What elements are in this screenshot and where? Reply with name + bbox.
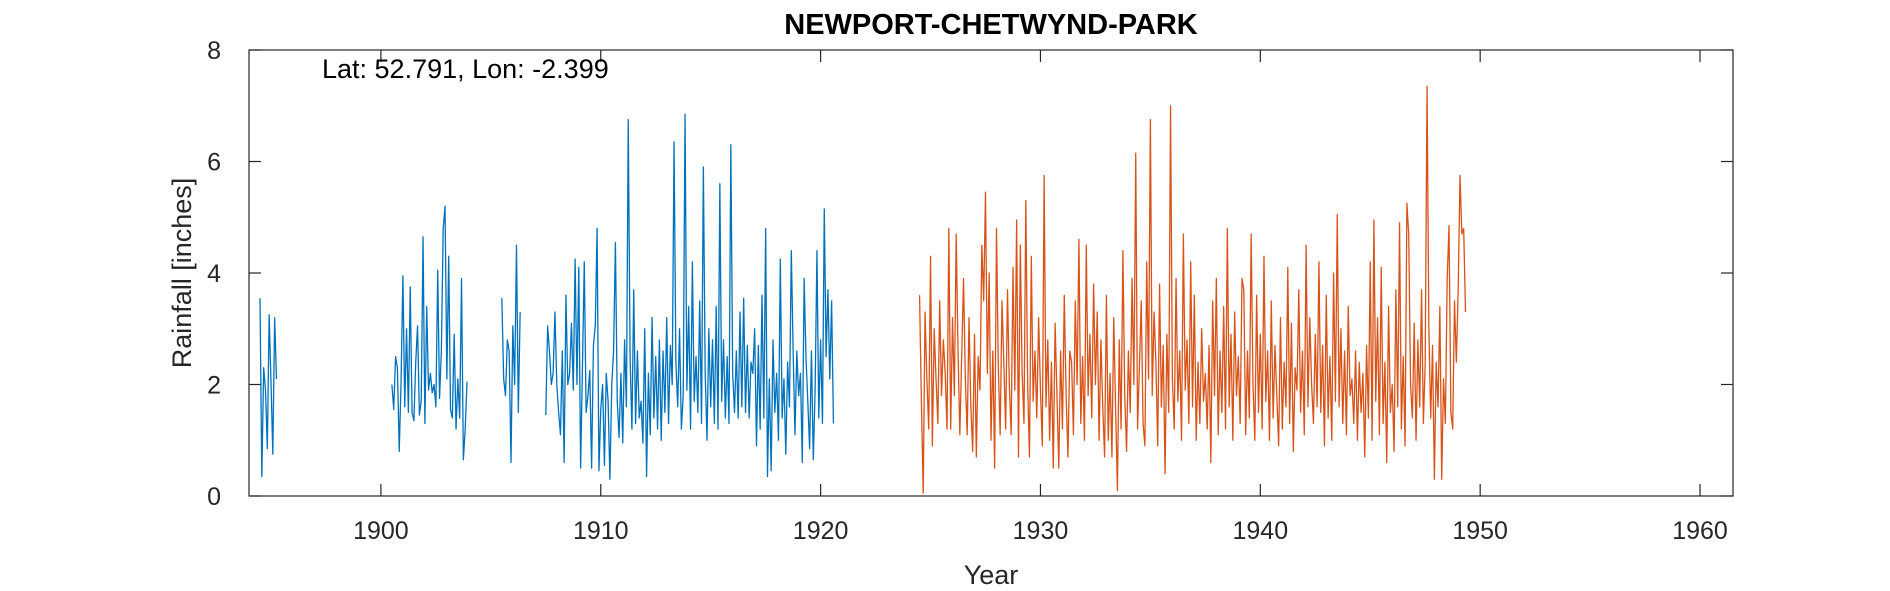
- series-1-line-segment-1: [259, 298, 278, 478]
- y-tick-label: 4: [207, 260, 221, 288]
- series-1-line-segment-2: [391, 205, 468, 461]
- x-tick-label: 1940: [1233, 517, 1289, 545]
- x-tick-label: 1960: [1672, 517, 1728, 545]
- y-tick-label: 2: [207, 372, 221, 400]
- x-tick-label: 1950: [1452, 517, 1508, 545]
- x-tick-label: 1920: [793, 517, 849, 545]
- x-tick-label: 1930: [1013, 517, 1069, 545]
- y-axis-label: Rainfall [inches]: [167, 178, 197, 369]
- y-tick-label: 6: [207, 149, 221, 177]
- y-tick-label: 0: [207, 483, 221, 511]
- x-tick-label: 1910: [573, 517, 629, 545]
- series-1-line-segment-4: [545, 113, 835, 480]
- series-2-line-segment-1: [918, 85, 1467, 494]
- series-1-line-segment-3: [501, 244, 521, 464]
- ticks-layer: 1900 1910 1920 1930 1940 1950 1960 0 2 4 6 8: [207, 37, 1733, 545]
- chart-title: NEWPORT-CHETWYND-PARK: [784, 9, 1198, 41]
- x-axis-label: Year: [964, 560, 1019, 590]
- x-tick-label: 1900: [353, 517, 409, 545]
- series-layer: [259, 85, 1467, 494]
- location-annotation: Lat: 52.791, Lon: -2.399: [322, 54, 609, 84]
- y-tick-label: 8: [207, 37, 221, 65]
